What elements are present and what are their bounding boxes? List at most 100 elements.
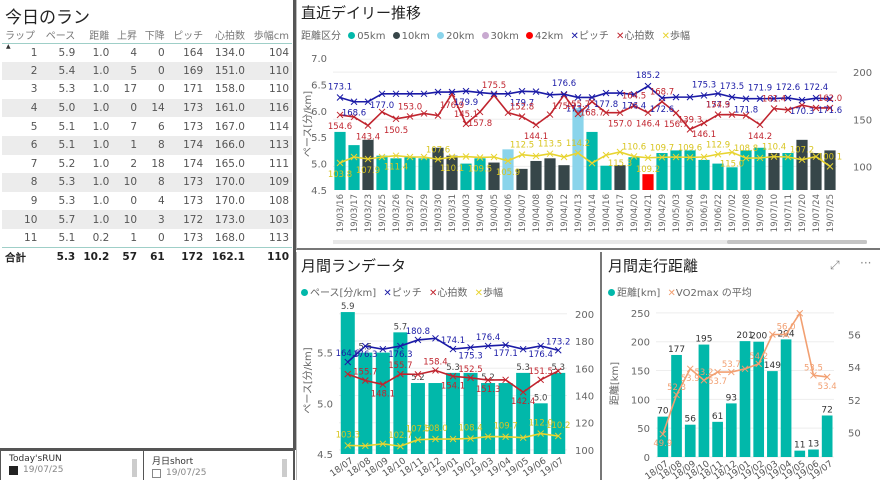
legend-pace[interactable]: ペース[分/km]: [301, 288, 376, 299]
table-cell: 14: [140, 98, 168, 118]
heart-rate-data-label: 142.4: [511, 397, 535, 407]
scrollbar[interactable]: [282, 459, 287, 477]
heart-rate-line-marker: [672, 109, 680, 117]
table-cell: 151.0: [206, 61, 248, 81]
sort-ascending-icon[interactable]: ▲: [6, 42, 11, 50]
legend-30km[interactable]: 30km: [481, 31, 519, 42]
y-tick-label: 5.0: [317, 399, 333, 410]
table-row[interactable]: 5 5.1 1.0 7 6 173 167.0 114: [2, 117, 292, 136]
vo2max-line-marker: [727, 368, 735, 376]
column-header[interactable]: 下降: [140, 26, 168, 44]
slicer-todays-run[interactable]: Today'sRUN 19/07/25: [0, 450, 143, 480]
stride-data-label: 108.4: [458, 423, 482, 433]
stride-line-marker: [554, 432, 562, 440]
total-cell: 61: [140, 247, 168, 267]
more-options-icon[interactable]: ···: [860, 256, 872, 270]
heart-rate-data-label: 168.7: [650, 88, 674, 98]
legend-pitch[interactable]: ✕ピッチ: [383, 288, 422, 299]
column-header[interactable]: 歩幅cm: [247, 26, 292, 44]
y-axis-label: ペース[分/km]: [302, 91, 314, 157]
table-row[interactable]: 8 5.3 1.0 10 8 173 170.0 109: [2, 173, 292, 192]
y-axis-label: ペース[分/km]: [302, 347, 314, 413]
stride-line-marker: [484, 433, 492, 440]
table-cell: 170.0: [206, 173, 248, 192]
checkbox-unchecked[interactable]: [152, 468, 161, 478]
x-tick-label: 19/07/02: [728, 194, 738, 232]
x-tick-label: 19/07/20: [798, 194, 808, 232]
heart-rate-line-marker: [434, 112, 442, 119]
table-row[interactable]: 2 5.4 1.0 5 0 169 151.0 110: [2, 61, 292, 81]
bar: [698, 344, 710, 457]
pitch-data-label: 176.3: [388, 350, 412, 360]
y-tick-label: 50: [637, 424, 650, 435]
column-header[interactable]: 距離: [78, 26, 113, 44]
heart-rate-data-label: 139.3: [678, 115, 702, 125]
legend-42km[interactable]: 42km: [526, 31, 563, 42]
column-header[interactable]: 上昇: [112, 26, 141, 44]
legend-vo2max[interactable]: ✕VO2max の平均: [667, 288, 752, 299]
legend-20km[interactable]: 20km: [437, 31, 474, 42]
stride-data-label: 109.6: [678, 143, 702, 153]
scrollbar[interactable]: [132, 459, 137, 477]
stride-line-marker: [812, 153, 820, 160]
table-row[interactable]: 3 5.3 1.0 17 0 171 158.0 110: [2, 80, 292, 99]
legend-stride[interactable]: ✕歩幅: [474, 288, 503, 299]
column-header[interactable]: ペース: [40, 26, 79, 44]
legend-10km[interactable]: 10km: [392, 31, 430, 42]
table-cell: 103: [247, 210, 292, 229]
table-cell: 174: [183, 157, 204, 170]
table-cell: 5: [30, 120, 38, 133]
stride-data-label: 107.9: [356, 166, 380, 176]
stride-line-marker: [798, 156, 806, 163]
pitch-line-marker: [449, 345, 457, 353]
table-cell: 168.0: [214, 231, 245, 244]
focus-mode-icon[interactable]: ⤢: [830, 258, 840, 272]
legend-pitch[interactable]: ✕ピッチ: [570, 31, 609, 42]
table-row[interactable]: 4 5.0 1.0 0 14 173 161.0 116: [2, 98, 292, 118]
table-row[interactable]: 10 5.7 1.0 10 3 172 173.0 103: [2, 210, 292, 229]
heart-rate-line-marker: [397, 370, 404, 378]
x-tick-label: 19/03/26: [392, 194, 402, 232]
slicer-date-short[interactable]: 月日short 19/07/25: [143, 450, 295, 480]
x-tick-label: 19/04/05: [490, 194, 500, 232]
table-cell: 134.0: [214, 46, 245, 59]
bar: [712, 421, 723, 457]
bar: [404, 157, 416, 190]
x-tick-label: 19/07/10: [770, 194, 780, 232]
table-row[interactable]: 11 5.1 0.2 1 0 173 168.0 113: [2, 229, 292, 248]
y2-tick-label: 160: [575, 364, 594, 375]
legend-heart-rate[interactable]: ✕心拍数: [428, 288, 468, 299]
stride-line-marker: [686, 154, 694, 161]
column-header[interactable]: ピッチ: [167, 26, 207, 44]
stride-line-marker: [502, 433, 509, 441]
bar-data-label: 11: [794, 441, 805, 451]
y2-tick-label: 200: [853, 68, 872, 79]
table-cell: 1: [112, 135, 141, 155]
stride-data-label: 109.7: [650, 143, 674, 153]
bar: [796, 139, 808, 190]
legend-distance[interactable]: 距離[km]: [608, 288, 660, 299]
checkbox-checked[interactable]: [9, 465, 18, 475]
x-tick-label: 19/04/20: [630, 194, 640, 232]
table-cell: 116: [247, 98, 292, 118]
table-cell: 1.0: [78, 98, 113, 118]
pitch-line-marker: [502, 341, 509, 349]
legend-stride[interactable]: ✕歩幅: [661, 31, 690, 42]
table-row[interactable]: 7 5.2 1.0 2 18 174 165.0 111: [2, 155, 292, 174]
legend-heart-rate[interactable]: ✕心拍数: [616, 31, 655, 42]
column-header[interactable]: ラップ ▲: [2, 26, 41, 50]
table-row[interactable]: 9 5.3 1.0 0 4 173 170.0 108: [2, 192, 292, 211]
lap-table-title: 今日のラン: [5, 8, 90, 28]
monthly-run-panel: 月間ランデータ ペース[分/km] ✕ピッチ ✕心拍数 ✕歩幅 100 120 14…: [296, 252, 602, 480]
table-row[interactable]: 6 5.1 1.0 1 8 174 166.0 113: [2, 135, 292, 155]
stride-line-marker: [397, 442, 404, 450]
y-tick-label: 4.5: [311, 186, 327, 197]
stride-data-label: 115.3: [608, 159, 632, 169]
bar: [558, 165, 570, 190]
legend-05km[interactable]: 05km: [348, 31, 385, 42]
table-cell: 8: [140, 173, 168, 192]
table-row[interactable]: 1 5.9 1.0 4 0 164 134.0 104: [2, 43, 292, 62]
bar: [725, 403, 737, 457]
column-header[interactable]: 心拍数: [206, 26, 248, 44]
table-cell: 114: [268, 120, 289, 133]
